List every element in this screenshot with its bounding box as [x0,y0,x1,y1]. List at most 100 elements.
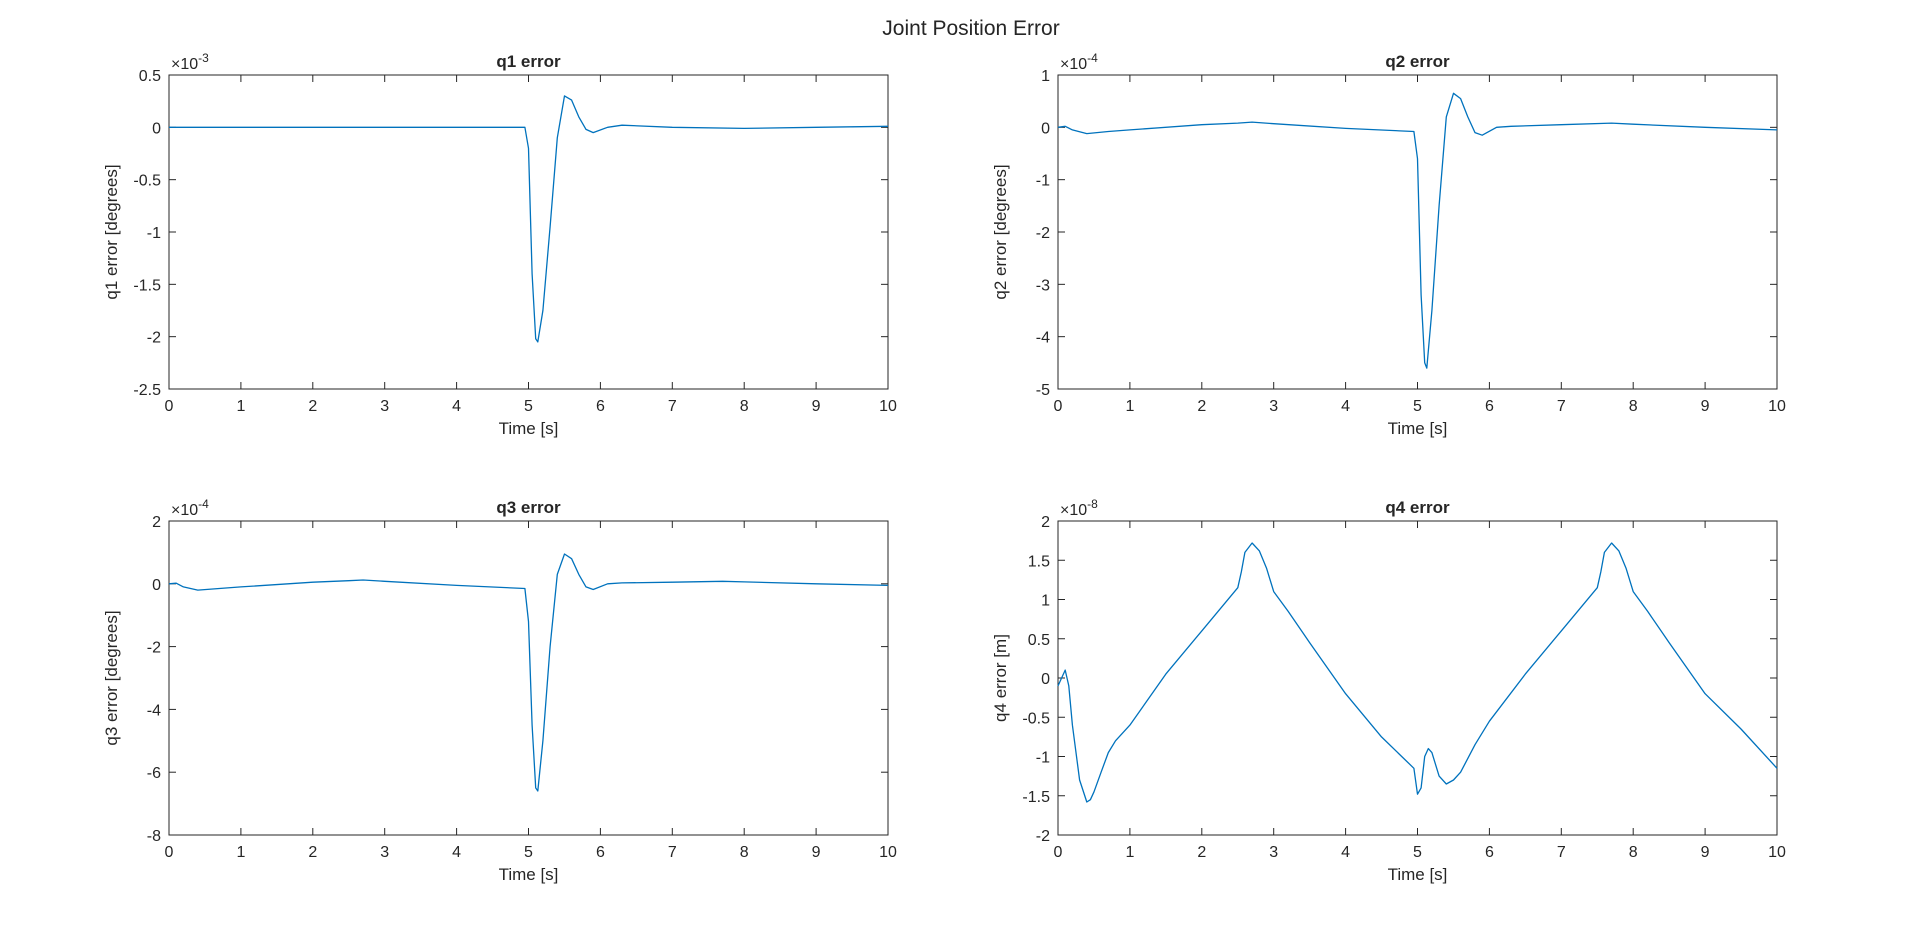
q2-xtick-label: 8 [1629,398,1638,415]
q4-xtick-label: 9 [1701,844,1710,861]
q3-ytick-label: -6 [147,765,161,782]
q1-ytick-label: 0 [152,120,161,137]
q2-plot-area [1057,74,1778,390]
q4-ylabel: q4 error [m] [991,634,1010,722]
q4-ytick-label: -1 [1036,750,1050,767]
q3-xtick-label: 7 [668,844,677,861]
q2-series-line [1057,92,1778,369]
q4-plot-area [1057,520,1778,836]
q3-xtick-label: 9 [812,844,821,861]
q1-ylabel: q1 error [degrees] [102,164,121,299]
q4-ytick-label: 0.5 [1028,632,1050,649]
q1-exponent-label: ×10-3 [171,51,209,73]
q2-ylabel: q2 error [degrees] [991,164,1010,299]
q2-ytick-label: -3 [1036,277,1050,294]
q4-xtick-label: 0 [1054,844,1063,861]
q1-xtick-label: 10 [879,398,897,415]
q3-ytick-label: -8 [147,828,161,845]
q1-title: q1 error [496,52,561,71]
q2-xtick-label: 9 [1701,398,1710,415]
q4-ytick-label: 0 [1041,671,1050,688]
q1-ytick-label: -1 [147,225,161,242]
q3-xtick-label: 6 [596,844,605,861]
q3-xtick-label: 8 [740,844,749,861]
q2-xtick-label: 3 [1269,398,1278,415]
q3-xlabel: Time [s] [499,865,559,884]
q3-ytick-label: -4 [147,702,161,719]
q2-xlabel: Time [s] [1388,419,1448,438]
q4-ytick-label: -0.5 [1022,710,1050,727]
q4-xtick-label: 6 [1485,844,1494,861]
q1-xtick-label: 8 [740,398,749,415]
q3-ylabel: q3 error [degrees] [102,610,121,745]
q4-exponent-label: ×10-8 [1060,497,1098,519]
q4-ytick-label: -1.5 [1022,789,1050,806]
q3-xtick-label: 0 [165,844,174,861]
axes-q4: 0 1 2 3 4 5 6 7 8 9 10 -2 -1.5 -1 -0.5 0 0.5 1 1.5 2 ×10-8 q4… [991,497,1786,884]
q4-xtick-label: 10 [1768,844,1786,861]
q4-xtick-label: 2 [1197,844,1206,861]
q3-xtick-label: 3 [380,844,389,861]
q1-xtick-label: 4 [452,398,461,415]
q1-xtick-label: 7 [668,398,677,415]
q2-xtick-label: 2 [1197,398,1206,415]
q4-ytick-label: 2 [1041,514,1050,531]
q3-ytick-label: 0 [152,577,161,594]
q1-ytick-label: -0.5 [133,173,161,190]
q2-ytick-label: -5 [1036,382,1050,399]
q2-xtick-label: 5 [1413,398,1422,415]
q1-ytick-label: -2 [147,330,161,347]
q3-xtick-label: 5 [524,844,533,861]
q2-xtick-label: 0 [1054,398,1063,415]
q1-series-line [169,95,889,343]
q3-xtick-label: 10 [879,844,897,861]
q2-xtick-label: 1 [1125,398,1134,415]
q4-ytick-label: -2 [1036,828,1050,845]
q2-xtick-label: 6 [1485,398,1494,415]
q1-xtick-label: 9 [812,398,821,415]
q1-xtick-label: 0 [165,398,174,415]
q3-xtick-label: 2 [308,844,317,861]
q2-title: q2 error [1385,52,1450,71]
axes-q3: 0 1 2 3 4 5 6 7 8 9 10 -8 -6 -4 -2 0 2 ×10-4 q3 error Time … [102,497,897,884]
q1-ytick-label: -2.5 [133,382,161,399]
q4-xtick-label: 1 [1125,844,1134,861]
q2-ytick-label: 1 [1041,68,1050,85]
q2-ytick-label: 0 [1041,120,1050,137]
q1-xtick-label: 6 [596,398,605,415]
q2-xtick-label: 4 [1341,398,1350,415]
axes-q1: 0 1 2 3 4 5 6 7 8 9 10 -2.5 -2 -1.5 -1 -0.5 0 0.5 ×10-3 q1 … [102,51,897,438]
q2-ytick-label: -1 [1036,173,1050,190]
q4-title: q4 error [1385,498,1450,517]
q3-ytick-label: 2 [152,514,161,531]
q4-ytick-label: 1 [1041,593,1050,610]
q4-xtick-label: 8 [1629,844,1638,861]
q2-exponent-label: ×10-4 [1060,51,1098,73]
q1-plot-area [168,74,889,390]
q3-plot-area [168,520,889,836]
q1-xtick-label: 3 [380,398,389,415]
q4-xtick-label: 7 [1557,844,1566,861]
q1-xtick-label: 5 [524,398,533,415]
q1-xlabel: Time [s] [499,419,559,438]
q4-xtick-label: 5 [1413,844,1422,861]
q4-series-line [1057,542,1778,803]
q1-ytick-label: 0.5 [139,68,161,85]
q4-xtick-label: 4 [1341,844,1350,861]
q2-ytick-label: -4 [1036,330,1050,347]
q2-ytick-label: -2 [1036,225,1050,242]
q4-xtick-label: 3 [1269,844,1278,861]
q4-xlabel: Time [s] [1388,865,1448,884]
q3-series-line [168,553,889,792]
q2-xtick-label: 7 [1557,398,1566,415]
figure-title: Joint Position Error [882,17,1059,40]
axes-q2: 0 1 2 3 4 5 6 7 8 9 10 -5 -4 -3 -2 -1 0 1 ×10-4 q2 error Tim… [991,51,1786,438]
q4-ytick-label: 1.5 [1028,553,1050,570]
q3-ytick-label: -2 [147,640,161,657]
q1-xtick-label: 1 [236,398,245,415]
q3-xtick-label: 4 [452,844,461,861]
q3-xtick-label: 1 [236,844,245,861]
q3-exponent-label: ×10-4 [171,497,209,519]
q1-ytick-label: -1.5 [133,277,161,294]
